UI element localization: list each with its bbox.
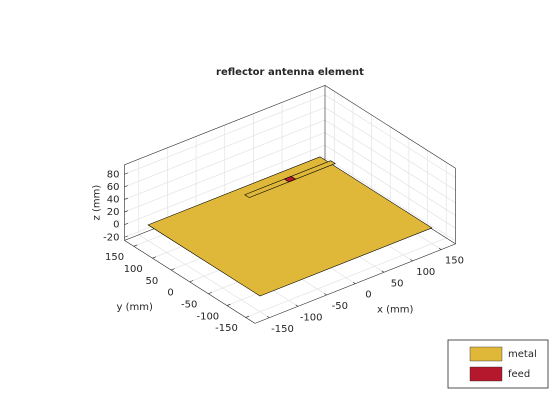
z-tick <box>124 172 128 175</box>
x-tick-label: 150 <box>445 256 464 267</box>
x-tick <box>352 281 356 284</box>
axis-edge <box>324 85 456 169</box>
z-tick <box>124 197 128 200</box>
x-tick-label: 100 <box>416 267 435 278</box>
y-tick <box>133 244 138 247</box>
feed-shape <box>283 176 297 183</box>
axis-edge <box>124 85 326 166</box>
x-tick-label: 50 <box>391 278 404 289</box>
grid-line <box>245 237 447 318</box>
grid-line <box>124 144 326 225</box>
y-tick <box>170 268 175 271</box>
metal-shape <box>147 156 433 297</box>
z-tick-label: 80 <box>107 169 120 180</box>
grid-line <box>124 119 326 200</box>
grid-line <box>124 107 326 188</box>
y-tick-label: 0 <box>167 288 173 299</box>
y-tick-label: 50 <box>146 276 159 287</box>
x-tick-label: -50 <box>332 301 348 312</box>
x-tick-label: 0 <box>365 290 371 301</box>
y-tick <box>226 303 231 306</box>
legend-label: feed <box>508 369 530 380</box>
z-tick-label: 0 <box>113 220 119 231</box>
y-tick-label: 150 <box>105 252 124 263</box>
grid-line <box>324 157 456 242</box>
x-tick <box>295 304 299 307</box>
legend-swatch <box>469 346 503 362</box>
y-tick <box>208 292 212 295</box>
y-tick <box>152 256 156 259</box>
grid-line <box>124 94 326 175</box>
y-tick-label: 100 <box>124 264 143 275</box>
grid-line <box>324 119 456 204</box>
grid-line <box>324 144 456 229</box>
grid-line <box>324 132 456 216</box>
grid-line <box>124 132 326 213</box>
x-tick-label: -150 <box>271 324 294 335</box>
legend-label: metal <box>508 349 537 360</box>
x-tick-label: -100 <box>300 312 323 323</box>
z-tick <box>124 185 128 188</box>
y-tick <box>245 315 250 318</box>
y-tick-label: -50 <box>181 300 197 311</box>
z-tick <box>124 210 128 213</box>
z-tick-label: 20 <box>107 207 120 218</box>
y-axis-label: y (mm) <box>117 302 153 313</box>
y-tick-label: -150 <box>215 323 238 334</box>
grid-line <box>324 94 456 179</box>
x-tick <box>266 315 270 318</box>
z-tick-label: 60 <box>107 182 120 193</box>
x-tick <box>410 259 413 262</box>
z-tick-label: 40 <box>107 194 120 205</box>
grid-line <box>324 107 456 191</box>
z-axis-label: z (mm) <box>91 185 102 221</box>
chart-title: reflector antenna element <box>216 67 364 78</box>
z-tick <box>124 235 128 238</box>
z-tick <box>124 223 128 225</box>
x-tick <box>324 293 327 296</box>
y-tick <box>189 280 194 283</box>
x-axis-label: x (mm) <box>377 304 413 315</box>
y-tick-label: -100 <box>196 311 219 322</box>
x-tick <box>438 247 442 250</box>
legend-swatch <box>469 366 503 382</box>
z-tick-label: -20 <box>103 232 119 243</box>
x-tick <box>381 270 385 273</box>
